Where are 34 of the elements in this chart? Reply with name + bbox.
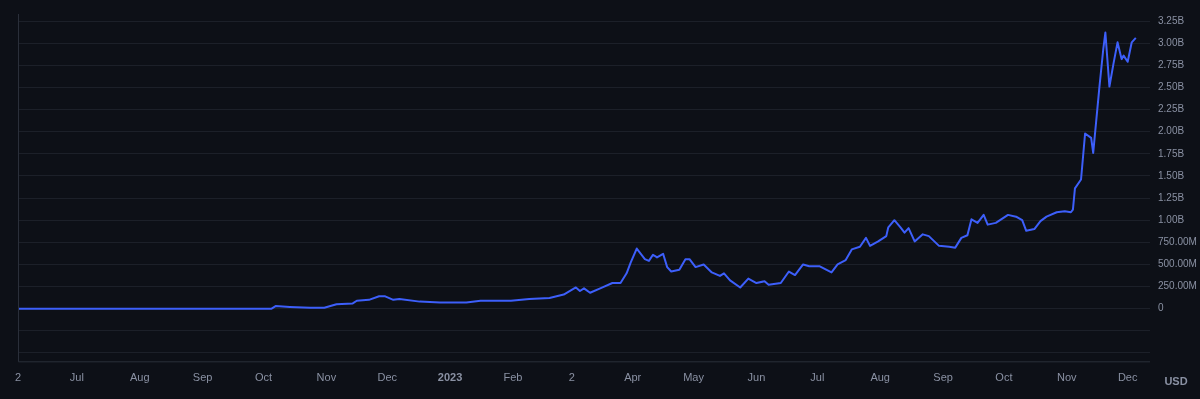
y-tick-label: 2.00B xyxy=(1158,125,1185,137)
x-tick-label: Jun xyxy=(747,371,766,384)
x-tick-label: 2 xyxy=(568,371,575,384)
y-tick-label: 1.50B xyxy=(1158,169,1185,181)
x-tick-label: Jul xyxy=(69,371,84,384)
y-tick-label: 1.75B xyxy=(1158,147,1185,159)
x-tick-label: Jul xyxy=(810,371,825,384)
y-tick-label: 0 xyxy=(1158,302,1164,314)
y-tick-label: 500.00M xyxy=(1158,258,1197,270)
x-tick-label: Aug xyxy=(870,371,890,384)
x-tick-label: 2023 xyxy=(437,371,463,384)
x-tick-label: 2 xyxy=(14,371,22,384)
x-tick-label: Sep xyxy=(192,371,213,384)
x-tick-label: Dec xyxy=(377,371,398,384)
x-tick-label: Nov xyxy=(316,371,337,384)
y-tick-label: 2.75B xyxy=(1158,59,1185,71)
x-tick-label: Nov xyxy=(1057,371,1078,384)
x-tick-label: Oct xyxy=(995,371,1013,384)
y-tick-label: 3.00B xyxy=(1158,36,1185,48)
y-axis-title: USD xyxy=(1164,374,1188,387)
y-tick-label: 3.25B xyxy=(1158,14,1185,26)
y-tick-label: 250.00M xyxy=(1158,280,1197,292)
x-tick-label: Dec xyxy=(1117,371,1138,384)
y-tick-label: 750.00M xyxy=(1158,236,1197,248)
y-tick-label: 1.00B xyxy=(1158,213,1185,225)
y-tick-label: 2.50B xyxy=(1158,81,1185,93)
x-tick-label: Feb xyxy=(503,371,523,384)
x-tick-label: Sep xyxy=(933,371,953,384)
y-tick-label: 1.25B xyxy=(1158,191,1185,203)
x-tick-label: Aug xyxy=(129,371,150,384)
x-tick-label: Apr xyxy=(624,371,642,384)
x-tick-label: Oct xyxy=(254,371,273,384)
x-tick-label: May xyxy=(683,371,705,384)
y-tick-label: 2.25B xyxy=(1158,103,1185,115)
